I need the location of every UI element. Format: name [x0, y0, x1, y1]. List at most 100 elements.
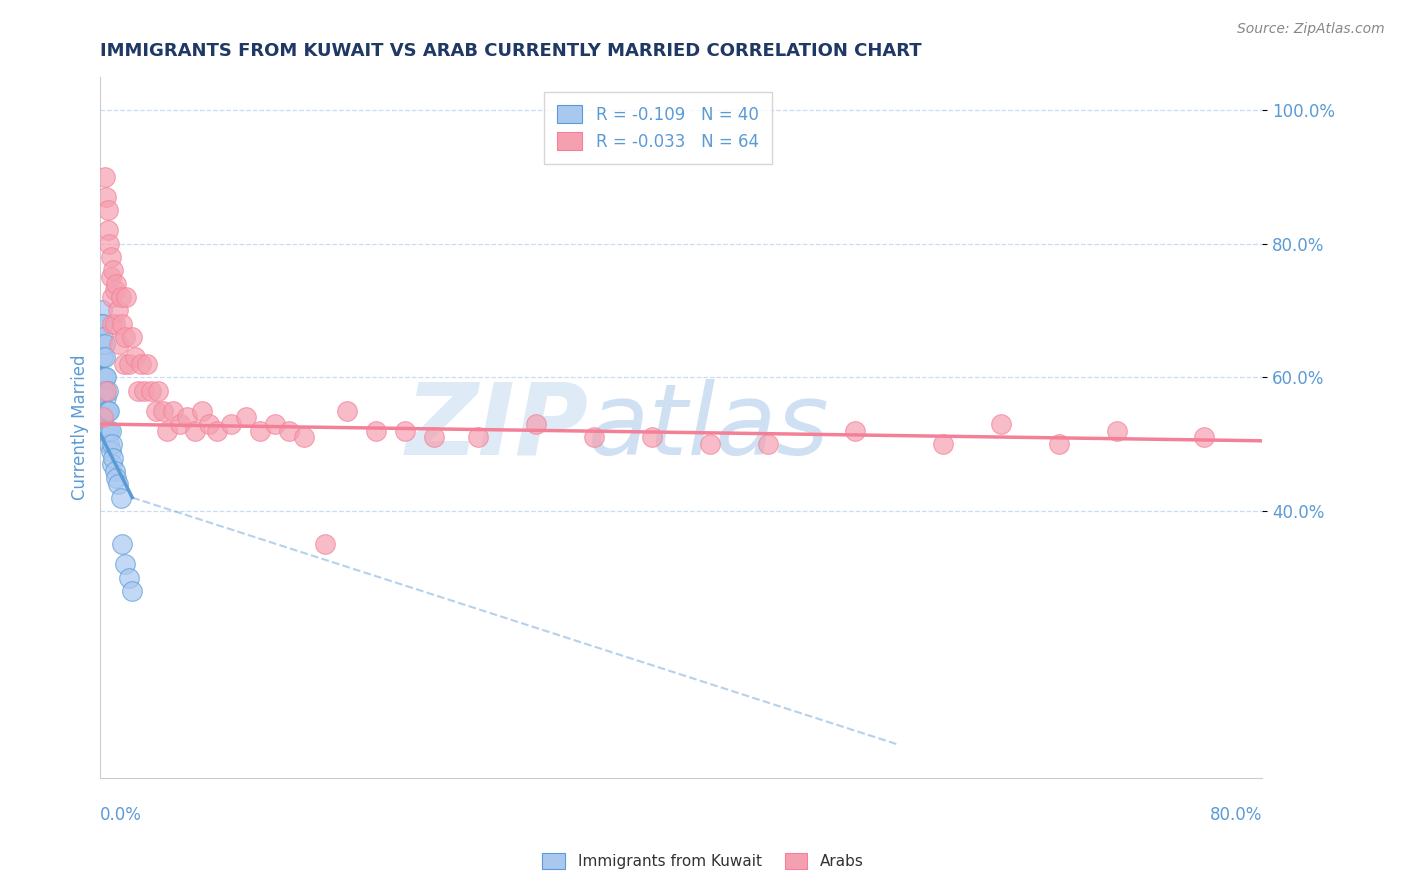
Point — [114, 330, 136, 344]
Point — [336, 403, 359, 417]
Point — [101, 290, 124, 304]
Point — [235, 410, 257, 425]
Point — [98, 437, 121, 451]
Point — [96, 190, 118, 204]
Point — [756, 437, 779, 451]
Point — [104, 284, 127, 298]
Point — [394, 424, 416, 438]
Point — [110, 491, 132, 505]
Point — [641, 430, 664, 444]
Point — [118, 571, 141, 585]
Text: atlas: atlas — [588, 379, 830, 476]
Point — [844, 424, 866, 438]
Point — [127, 384, 149, 398]
Point — [91, 370, 114, 384]
Point — [152, 403, 174, 417]
Point — [97, 403, 120, 417]
Point — [112, 357, 135, 371]
Point — [110, 290, 132, 304]
Point — [90, 351, 112, 365]
Point — [100, 250, 122, 264]
Point — [93, 384, 115, 398]
Point — [184, 424, 207, 438]
Point — [111, 537, 134, 551]
Point — [103, 450, 125, 465]
Point — [96, 390, 118, 404]
Point — [314, 537, 336, 551]
Point — [100, 270, 122, 285]
Point — [990, 417, 1012, 431]
Point — [93, 337, 115, 351]
Point — [98, 403, 121, 417]
Point — [97, 223, 120, 237]
Point — [93, 169, 115, 184]
Text: 80.0%: 80.0% — [1209, 806, 1263, 824]
Point — [115, 290, 138, 304]
Text: ZIP: ZIP — [405, 379, 588, 476]
Point — [93, 424, 115, 438]
Point — [97, 384, 120, 398]
Point — [97, 203, 120, 218]
Point — [121, 584, 143, 599]
Point — [583, 430, 606, 444]
Point — [97, 424, 120, 438]
Point — [467, 430, 489, 444]
Point — [91, 351, 114, 365]
Point — [100, 443, 122, 458]
Y-axis label: Currently Married: Currently Married — [72, 355, 89, 500]
Point — [114, 558, 136, 572]
Text: 0.0%: 0.0% — [100, 806, 142, 824]
Point — [96, 403, 118, 417]
Point — [1047, 437, 1070, 451]
Point — [101, 457, 124, 471]
Point — [93, 403, 115, 417]
Point — [90, 337, 112, 351]
Point — [90, 303, 112, 318]
Point — [1192, 430, 1215, 444]
Point — [176, 410, 198, 425]
Point — [169, 417, 191, 431]
Point — [423, 430, 446, 444]
Point — [292, 430, 315, 444]
Point — [105, 470, 128, 484]
Point — [107, 303, 129, 318]
Point — [111, 317, 134, 331]
Point — [156, 424, 179, 438]
Point — [91, 330, 114, 344]
Point — [91, 403, 114, 417]
Text: Source: ZipAtlas.com: Source: ZipAtlas.com — [1237, 22, 1385, 37]
Point — [96, 424, 118, 438]
Point — [91, 410, 114, 425]
Point — [121, 330, 143, 344]
Point — [96, 370, 118, 384]
Point — [699, 437, 721, 451]
Point — [108, 337, 131, 351]
Point — [118, 357, 141, 371]
Point — [90, 317, 112, 331]
Point — [198, 417, 221, 431]
Point — [103, 263, 125, 277]
Point — [132, 384, 155, 398]
Point — [249, 424, 271, 438]
Legend: R = -0.109   N = 40, R = -0.033   N = 64: R = -0.109 N = 40, R = -0.033 N = 64 — [544, 92, 772, 164]
Point — [100, 424, 122, 438]
Point — [524, 417, 547, 431]
Point — [105, 277, 128, 291]
Point — [91, 384, 114, 398]
Point — [263, 417, 285, 431]
Point — [191, 403, 214, 417]
Point — [93, 351, 115, 365]
Point — [205, 424, 228, 438]
Point — [101, 437, 124, 451]
Point — [104, 464, 127, 478]
Point — [148, 384, 170, 398]
Legend: Immigrants from Kuwait, Arabs: Immigrants from Kuwait, Arabs — [536, 847, 870, 875]
Point — [101, 317, 124, 331]
Point — [124, 351, 146, 365]
Point — [135, 357, 157, 371]
Point — [90, 370, 112, 384]
Point — [219, 417, 242, 431]
Point — [98, 424, 121, 438]
Point — [91, 317, 114, 331]
Point — [366, 424, 388, 438]
